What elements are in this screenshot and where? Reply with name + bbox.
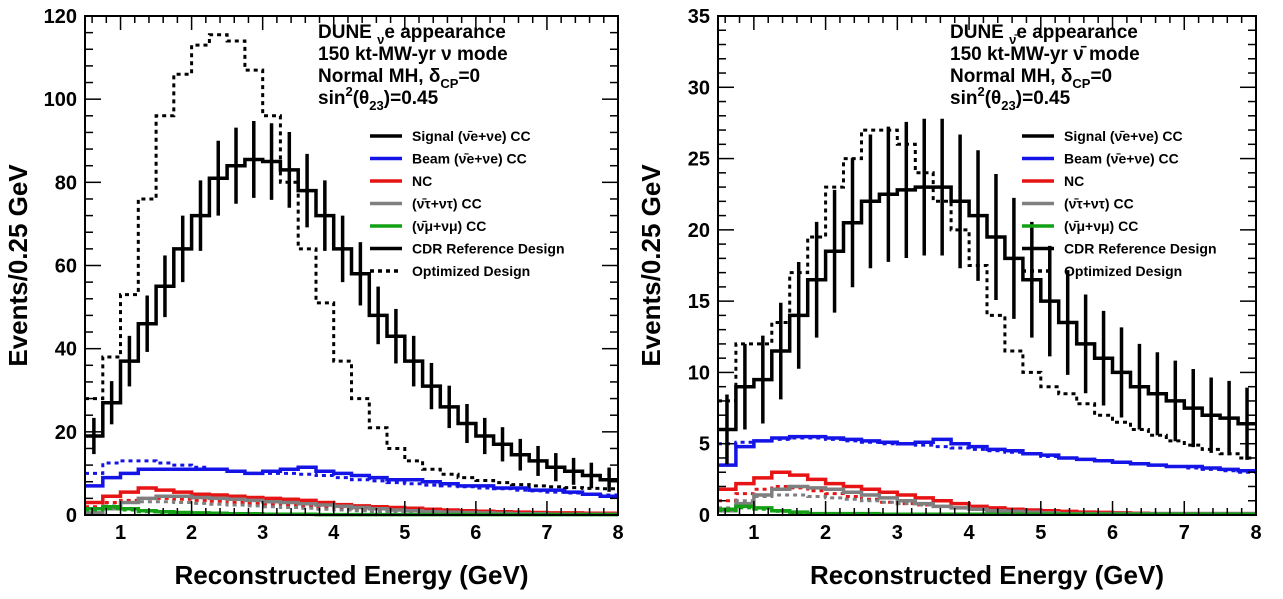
annotation-run: ν̄ (1009, 32, 1018, 47)
y-tick-label: 20 (55, 422, 77, 444)
annotation-run: CP (440, 76, 458, 91)
y-tick-label: 60 (55, 256, 77, 278)
legend-label: NC (412, 173, 432, 189)
annotation-run: 2 (977, 84, 984, 99)
x-tick-label: 8 (1250, 522, 1261, 544)
annotation-run: 23 (369, 98, 383, 113)
annotation-run: (θ (985, 88, 1002, 109)
annotation-line: sin2(θ23)=0.45 (950, 84, 1071, 113)
legend-label: Signal (ν̄e+νe) CC (1064, 128, 1183, 144)
annotation-run: appearance (1027, 22, 1138, 43)
y-tick-label: 0 (66, 505, 77, 527)
y-tick-label: 5 (699, 434, 710, 456)
series-cdr-reference-design-line (85, 157, 618, 482)
annotation-line: 150 kt-MW-yr ν̄ mode (950, 44, 1140, 65)
annotation-line: Normal MH, δCP=0 (318, 66, 480, 91)
annotation-run: 150 kt-MW-yr ν mode (318, 44, 508, 65)
annotation-line: DUNE ν̄e appearance (950, 22, 1138, 47)
y-tick-label: 30 (688, 77, 710, 99)
x-tick-label: 3 (257, 522, 268, 544)
x-tick-label: 8 (612, 522, 623, 544)
annotation-run: e (384, 22, 395, 43)
annotation-line: sin2(θ23)=0.45 (318, 84, 439, 113)
annotation-run: CP (1072, 76, 1090, 91)
series-nc-line (718, 470, 1256, 516)
series-beam-e-e-cc-line (85, 465, 618, 499)
x-tick-label: 4 (328, 522, 340, 544)
series--cc-optimized-line (85, 500, 618, 517)
annotation-run: sin (950, 88, 977, 109)
y-tick-label: 0 (699, 505, 710, 527)
y-axis-title: Events/0.25 GeV (636, 164, 666, 367)
y-tick-label: 15 (688, 291, 710, 313)
annotation-run: =0 (1090, 66, 1112, 87)
annotation-run: e (1016, 22, 1027, 43)
legend-label: Optimized Design (1064, 263, 1182, 279)
annotation-run: Normal MH, δ (950, 66, 1072, 87)
legend-label: (ν̄μ+νμ) CC (412, 218, 486, 234)
x-tick-label: 6 (470, 522, 481, 544)
x-tick-label: 7 (1179, 522, 1190, 544)
x-tick-label: 7 (541, 522, 552, 544)
y-tick-label: 20 (688, 220, 710, 242)
annotation-run: appearance (395, 22, 506, 43)
annotation-line: DUNE νe appearance (318, 22, 506, 47)
legend-label: (ν̄μ+νμ) CC (1064, 218, 1138, 234)
x-tick-label: 2 (820, 522, 831, 544)
legend-label: Optimized Design (412, 263, 530, 279)
x-axis-title: Reconstructed Energy (GeV) (175, 560, 529, 590)
legend-label: Beam (ν̄e+νe) CC (1064, 151, 1179, 167)
series-cdr-reference-design-line (718, 185, 1256, 432)
annotation-run: DUNE (318, 22, 377, 43)
x-tick-label: 3 (892, 522, 903, 544)
x-tick-label: 1 (115, 522, 126, 544)
legend-label: (ν̄τ+ντ) CC (1064, 196, 1134, 212)
annotation-run: 23 (1001, 98, 1015, 113)
series-optimized-design-line (718, 128, 1256, 460)
annotation-run: ν (377, 32, 384, 47)
y-tick-label: 120 (44, 6, 77, 28)
annotation-run: sin (318, 88, 345, 109)
x-tick-label: 5 (1035, 522, 1046, 544)
x-axis-title: Reconstructed Energy (GeV) (810, 560, 1164, 590)
y-tick-label: 35 (688, 6, 710, 28)
legend-label: Signal (ν̄e+νe) CC (412, 128, 531, 144)
legend-label: (ν̄τ+ντ) CC (412, 196, 482, 212)
legend-label: NC (1064, 173, 1084, 189)
annotation-run: =0 (458, 66, 480, 87)
annotation-run: )=0.45 (1016, 88, 1071, 109)
plot-frame (717, 15, 1257, 516)
annotation-line: Normal MH, δCP=0 (950, 66, 1112, 91)
series-beam-e-e-cc-optimized-line (718, 436, 1256, 474)
y-tick-label: 80 (55, 172, 77, 194)
series-beam-e-e-cc-optimized-line (85, 459, 618, 497)
annotation-run: Normal MH, δ (318, 66, 440, 87)
legend-label: CDR Reference Design (412, 241, 565, 257)
y-axis-title: Events/0.25 GeV (3, 164, 33, 367)
annotation-run: 150 kt-MW-yr ν̄ mode (950, 44, 1140, 65)
annotation-line: 150 kt-MW-yr ν mode (318, 44, 508, 65)
legend-label: Beam (ν̄e+νe) CC (412, 151, 527, 167)
y-tick-label: 40 (55, 339, 77, 361)
x-tick-label: 4 (964, 522, 976, 544)
y-tick-label: 25 (688, 149, 710, 171)
annotation-run: 2 (345, 84, 352, 99)
y-tick-label: 10 (688, 362, 710, 384)
x-tick-label: 2 (186, 522, 197, 544)
annotation-run: (θ (353, 88, 370, 109)
series-optimized-design-line (85, 33, 618, 491)
legend-label: CDR Reference Design (1064, 241, 1217, 257)
annotation-run: DUNE (950, 22, 1009, 43)
x-tick-label: 6 (1107, 522, 1118, 544)
x-tick-label: 1 (748, 522, 759, 544)
y-tick-label: 100 (44, 89, 77, 111)
x-tick-label: 5 (399, 522, 410, 544)
annotation-run: )=0.45 (384, 88, 439, 109)
